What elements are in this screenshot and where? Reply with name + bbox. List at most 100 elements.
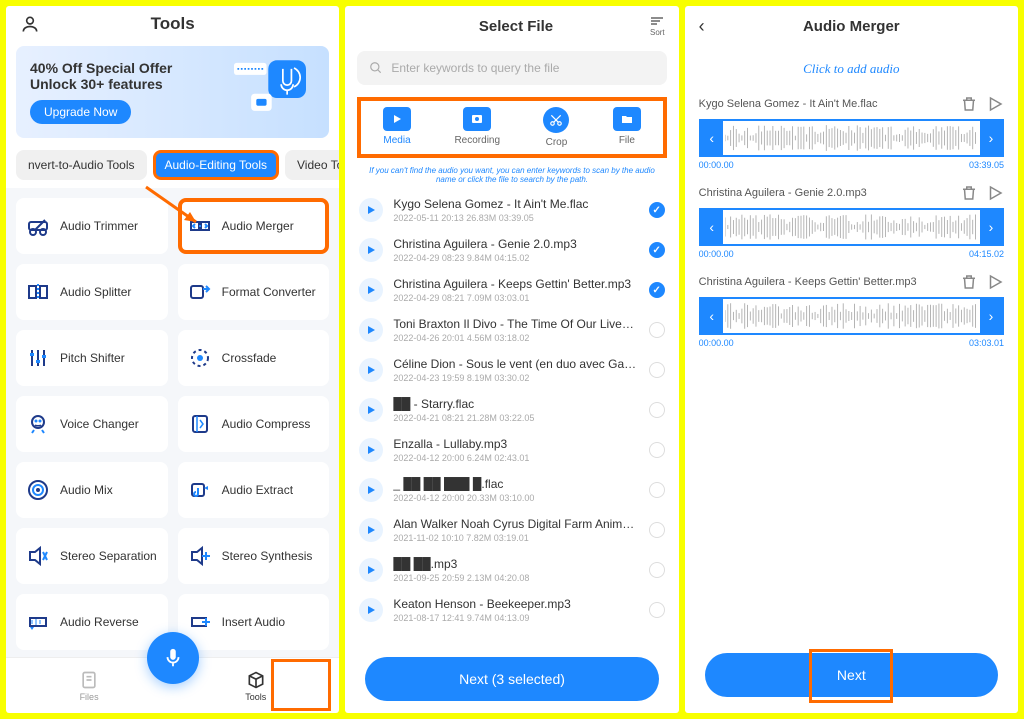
user-icon[interactable] bbox=[20, 14, 40, 34]
play-icon[interactable] bbox=[359, 278, 383, 302]
waveform[interactable]: ‹› bbox=[699, 119, 1004, 157]
nav-files[interactable]: Files bbox=[79, 670, 99, 702]
select-file-screen: Select File Sort Enter keywords to query… bbox=[345, 6, 678, 713]
file-row[interactable]: _ ██ ██ ███ █.flac2022-04-12 20:00 20.33… bbox=[345, 470, 678, 510]
tool-icon bbox=[26, 610, 50, 634]
tool-voice-changer[interactable]: Voice Changer bbox=[16, 396, 168, 452]
play-icon[interactable] bbox=[359, 438, 383, 462]
sort-button[interactable]: Sort bbox=[649, 16, 665, 37]
file-row[interactable]: Enzalla - Lullaby.mp32022-04-12 20:00 6.… bbox=[345, 430, 678, 470]
file-row[interactable]: Keaton Henson - Beekeeper.mp32021-08-17 … bbox=[345, 590, 678, 630]
tab-media[interactable]: Media bbox=[383, 107, 411, 148]
file-row[interactable]: Christina Aguilera - Genie 2.0.mp32022-0… bbox=[345, 230, 678, 270]
tool-audio-merger[interactable]: Audio Merger bbox=[178, 198, 330, 254]
tool-stereo-synthesis[interactable]: Stereo Synthesis bbox=[178, 528, 330, 584]
checkbox[interactable] bbox=[649, 442, 665, 458]
promo-banner[interactable]: 40% Off Special Offer Unlock 30+ feature… bbox=[16, 46, 329, 138]
handle-right[interactable]: › bbox=[980, 210, 1002, 244]
file-row[interactable]: ██ - Starry.flac 2022-04-21 08:21 21.28M … bbox=[345, 390, 678, 430]
handle-left[interactable]: ‹ bbox=[701, 210, 723, 244]
checkbox[interactable] bbox=[649, 242, 665, 258]
back-button[interactable]: ‹ bbox=[699, 16, 719, 37]
file-row[interactable]: Alan Walker Noah Cyrus Digital Farm Anim… bbox=[345, 510, 678, 550]
nav-tools[interactable]: Tools bbox=[245, 670, 266, 702]
checkbox[interactable] bbox=[649, 402, 665, 418]
tool-pitch-shifter[interactable]: Pitch Shifter bbox=[16, 330, 168, 386]
search-input[interactable]: Enter keywords to query the file bbox=[357, 51, 666, 85]
tab-crop[interactable]: Crop bbox=[543, 107, 569, 148]
tab-file[interactable]: File bbox=[613, 107, 641, 148]
page-title: Tools bbox=[40, 14, 305, 34]
waveform[interactable]: ‹› bbox=[699, 208, 1004, 246]
play-icon[interactable] bbox=[359, 598, 383, 622]
tool-icon bbox=[26, 544, 50, 568]
add-audio-button[interactable]: Click to add audio bbox=[685, 47, 1018, 91]
tool-audio-compress[interactable]: Audio Compress bbox=[178, 396, 330, 452]
play-icon[interactable] bbox=[359, 318, 383, 342]
checkbox[interactable] bbox=[649, 322, 665, 338]
tool-audio-extract[interactable]: Audio Extract bbox=[178, 462, 330, 518]
checkbox[interactable] bbox=[649, 282, 665, 298]
tool-icon bbox=[26, 412, 50, 436]
tool-audio-reverse[interactable]: Audio Reverse bbox=[16, 594, 168, 650]
chip-convert[interactable]: nvert-to-Audio Tools bbox=[16, 150, 147, 180]
file-meta: 2022-05-11 20:13 26.83M 03:39.05 bbox=[393, 213, 638, 223]
play-icon[interactable] bbox=[359, 518, 383, 542]
category-tabs: nvert-to-Audio Tools Audio-Editing Tools… bbox=[6, 142, 339, 188]
upgrade-button[interactable]: Upgrade Now bbox=[30, 100, 131, 124]
play-icon[interactable] bbox=[359, 398, 383, 422]
file-meta: 2022-04-12 20:00 20.33M 03:10.00 bbox=[393, 493, 638, 503]
trash-icon[interactable] bbox=[960, 273, 978, 291]
time-start: 00:00.00 bbox=[699, 338, 734, 348]
handle-left[interactable]: ‹ bbox=[701, 299, 723, 333]
tool-insert-audio[interactable]: Insert Audio bbox=[178, 594, 330, 650]
play-icon[interactable] bbox=[359, 358, 383, 382]
tool-audio-trimmer[interactable]: Audio Trimmer bbox=[16, 198, 168, 254]
file-name: ██ - Starry.flac bbox=[393, 397, 638, 411]
checkbox[interactable] bbox=[649, 482, 665, 498]
handle-right[interactable]: › bbox=[980, 299, 1002, 333]
next-button[interactable]: Next bbox=[705, 653, 998, 697]
next-button[interactable]: Next (3 selected) bbox=[365, 657, 658, 701]
track-name: Kygo Selena Gomez - It Ain't Me.flac bbox=[699, 98, 952, 110]
checkbox[interactable] bbox=[649, 202, 665, 218]
tool-stereo-separation[interactable]: Stereo Separation bbox=[16, 528, 168, 584]
tool-crossfade[interactable]: Crossfade bbox=[178, 330, 330, 386]
play-icon[interactable] bbox=[359, 238, 383, 262]
trash-icon[interactable] bbox=[960, 95, 978, 113]
chip-audio-editing[interactable]: Audio-Editing Tools bbox=[153, 150, 280, 180]
play-icon[interactable] bbox=[986, 273, 1004, 291]
time-end: 03:03.01 bbox=[969, 338, 1004, 348]
play-icon[interactable] bbox=[359, 478, 383, 502]
file-meta: 2022-04-12 20:00 6.24M 02:43.01 bbox=[393, 453, 638, 463]
file-row[interactable]: Christina Aguilera - Keeps Gettin' Bette… bbox=[345, 270, 678, 310]
mic-button[interactable] bbox=[147, 632, 199, 684]
file-list: Kygo Selena Gomez - It Ain't Me.flac2022… bbox=[345, 190, 678, 647]
play-icon[interactable] bbox=[359, 558, 383, 582]
checkbox[interactable] bbox=[649, 522, 665, 538]
file-row[interactable]: ██ ██.mp32021-09-25 20:59 2.13M 04:20.08 bbox=[345, 550, 678, 590]
chip-video[interactable]: Video Tools bbox=[285, 150, 339, 180]
file-row[interactable]: Kygo Selena Gomez - It Ain't Me.flac2022… bbox=[345, 190, 678, 230]
tool-audio-mix[interactable]: Audio Mix bbox=[16, 462, 168, 518]
tab-recording[interactable]: Recording bbox=[454, 107, 500, 148]
handle-right[interactable]: › bbox=[980, 121, 1002, 155]
play-icon[interactable] bbox=[986, 95, 1004, 113]
file-name: Toni Braxton Il Divo - The Time Of Our L… bbox=[393, 317, 638, 331]
file-meta: 2022-04-26 20:01 4.56M 03:18.02 bbox=[393, 333, 638, 343]
file-row[interactable]: Céline Dion - Sous le vent (en duo avec … bbox=[345, 350, 678, 390]
checkbox[interactable] bbox=[649, 362, 665, 378]
checkbox[interactable] bbox=[649, 602, 665, 618]
waveform[interactable]: ‹› bbox=[699, 297, 1004, 335]
play-icon[interactable] bbox=[359, 198, 383, 222]
tool-audio-splitter[interactable]: Audio Splitter bbox=[16, 264, 168, 320]
play-icon[interactable] bbox=[986, 184, 1004, 202]
time-end: 04:15.02 bbox=[969, 249, 1004, 259]
tool-format-converter[interactable]: Format Converter bbox=[178, 264, 330, 320]
file-row[interactable]: Toni Braxton Il Divo - The Time Of Our L… bbox=[345, 310, 678, 350]
checkbox[interactable] bbox=[649, 562, 665, 578]
trash-icon[interactable] bbox=[960, 184, 978, 202]
file-meta: 2022-04-21 08:21 21.28M 03:22.05 bbox=[393, 413, 638, 423]
handle-left[interactable]: ‹ bbox=[701, 121, 723, 155]
track: Kygo Selena Gomez - It Ain't Me.flac‹›00… bbox=[685, 91, 1018, 180]
